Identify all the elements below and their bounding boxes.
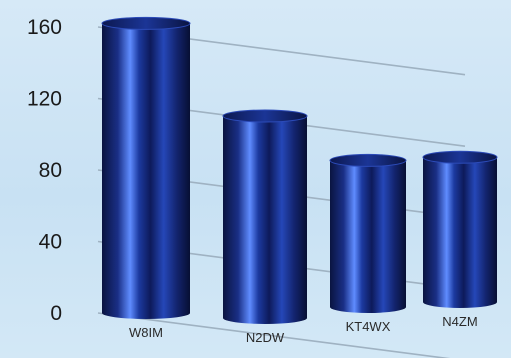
x-category-label-N4ZM: N4ZM — [442, 314, 477, 329]
bar-KT4WX — [329, 153, 407, 313]
x-category-label-KT4WX: KT4WX — [346, 319, 391, 334]
bar-body — [102, 23, 190, 320]
bar-body — [330, 160, 406, 313]
bar-N2DW — [222, 109, 308, 324]
bar-body — [223, 116, 307, 324]
y-tick-label-40: 40 — [39, 231, 62, 254]
bar-cap — [101, 16, 191, 30]
bar-cap — [222, 109, 308, 123]
y-tick-label-160: 160 — [27, 16, 62, 39]
y-axis-tick-labels: 0 40 80 120 160 — [27, 16, 62, 325]
bar-W8IM — [101, 16, 191, 320]
bar-cap — [422, 150, 498, 164]
bar-N4ZM — [422, 150, 498, 308]
x-category-label-N2DW: N2DW — [246, 330, 285, 345]
x-axis-category-labels: W8IM N2DW KT4WX N4ZM — [129, 314, 478, 345]
y-tick-label-80: 80 — [39, 159, 62, 182]
bar-body — [423, 157, 497, 308]
x-category-label-W8IM: W8IM — [129, 325, 163, 340]
bars — [101, 16, 498, 324]
gridline-0 — [97, 312, 451, 358]
y-tick-label-120: 120 — [27, 88, 62, 111]
bar-cap — [329, 153, 407, 167]
y-tick-label-0: 0 — [50, 302, 62, 325]
